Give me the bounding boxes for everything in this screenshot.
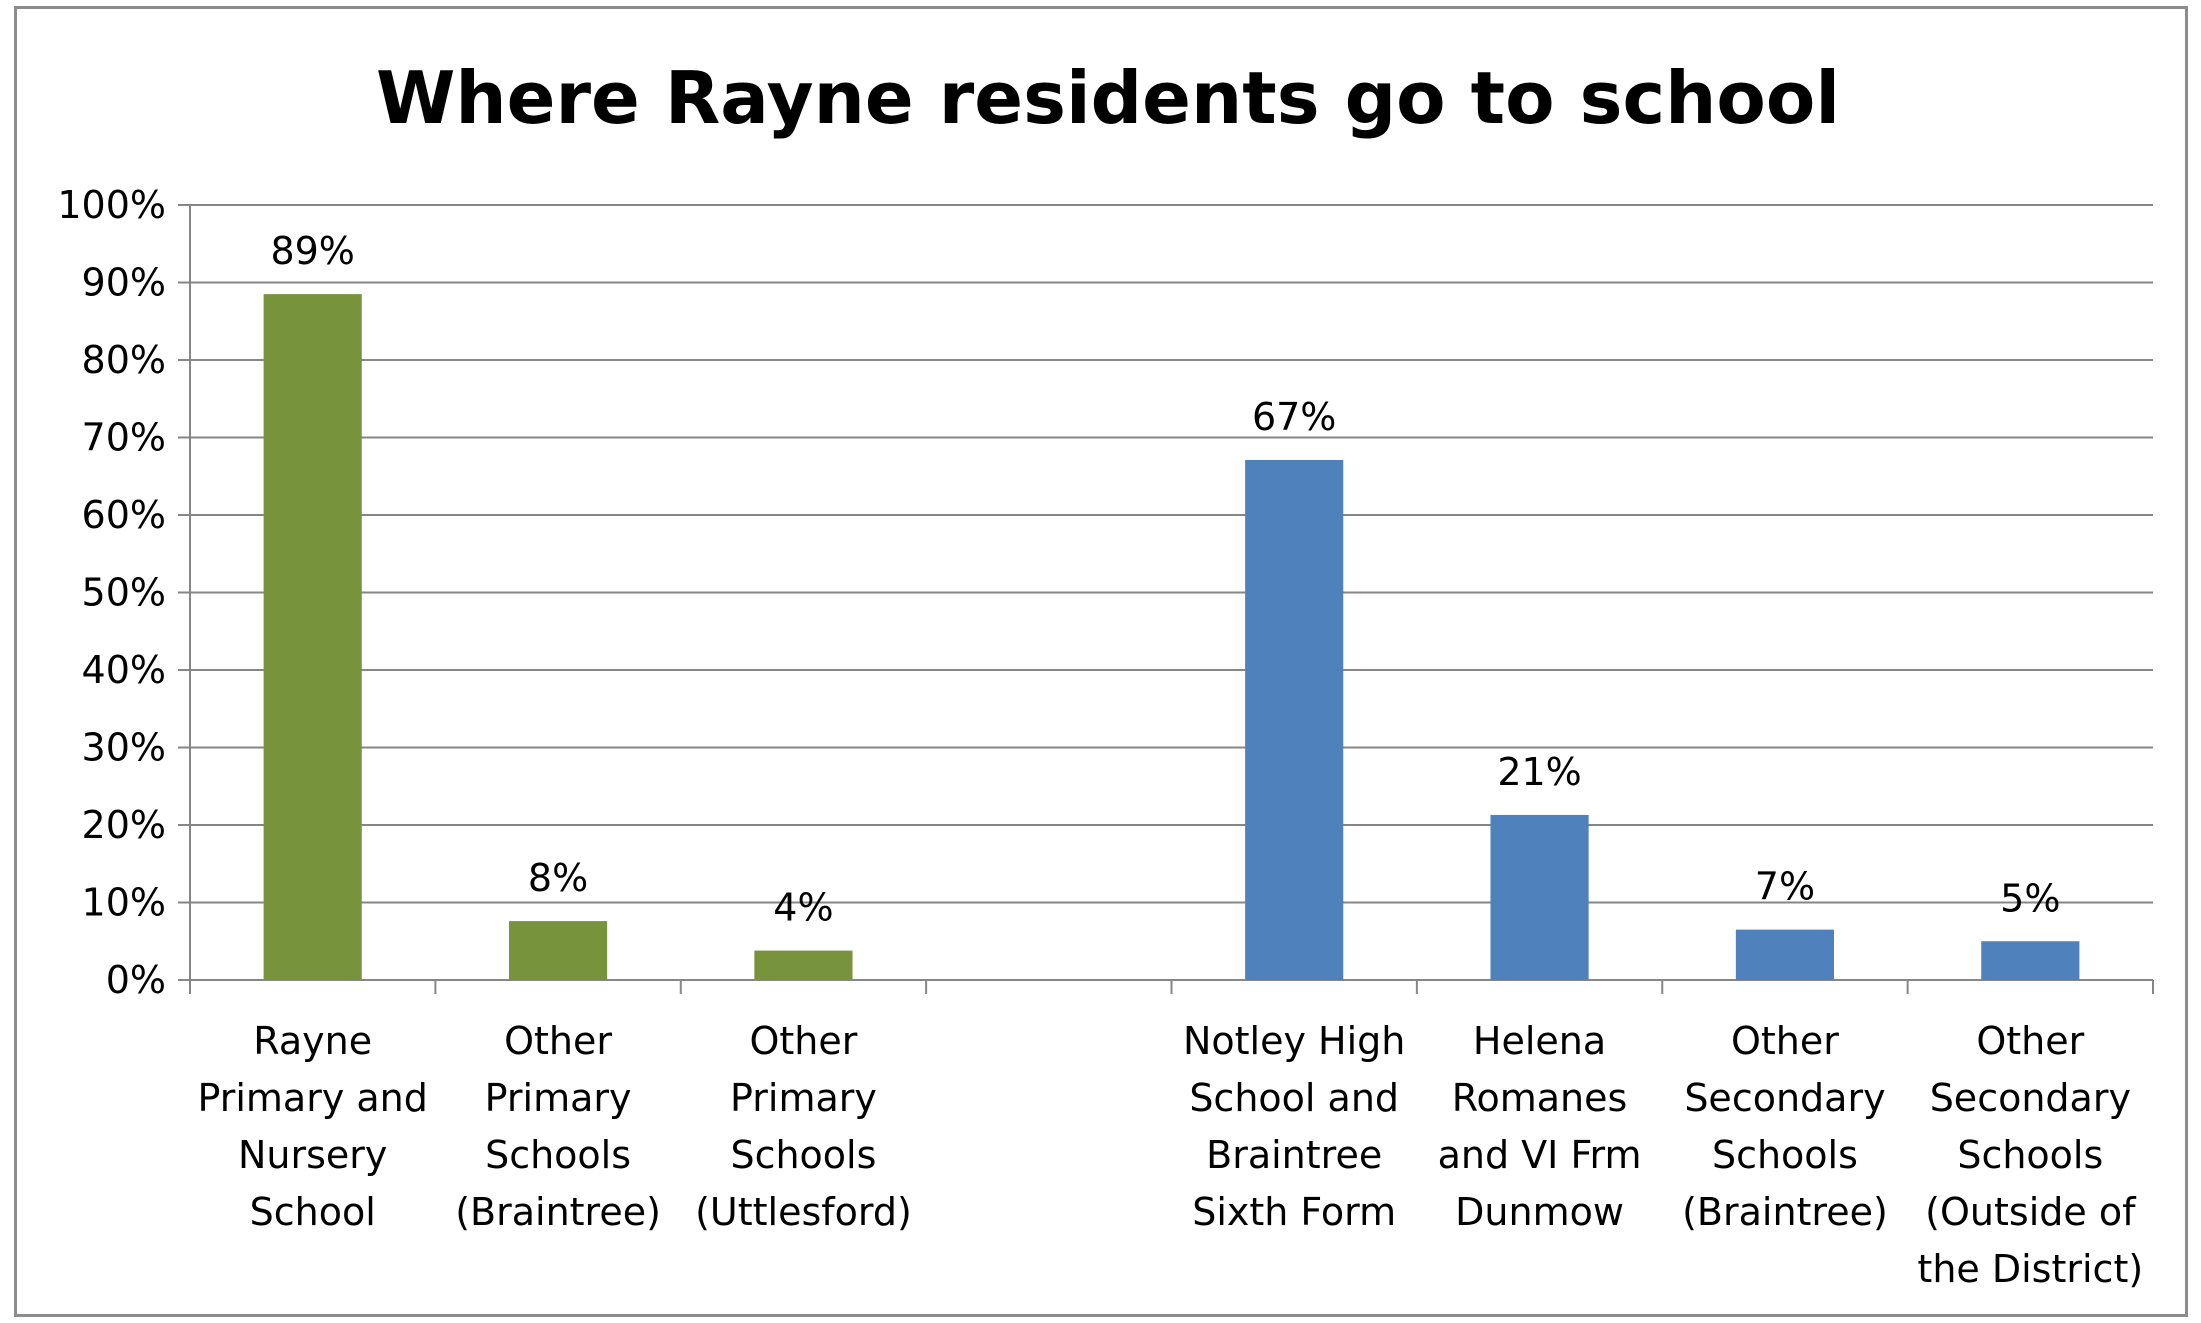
category-label-line: (Outside of xyxy=(1925,1190,2137,1234)
category-label-line: Schools xyxy=(730,1133,876,1177)
category-label-line: Primary and xyxy=(197,1076,427,1120)
bars xyxy=(263,294,2080,981)
data-label: 8% xyxy=(528,856,588,900)
category-label-line: Romanes xyxy=(1452,1076,1628,1120)
y-axis: 0% 10% 20% 30% 40% 50% 60% 70% 80% 90% 100% xyxy=(57,183,190,1002)
gridlines xyxy=(190,204,2153,904)
category-label-line: Primary xyxy=(485,1076,632,1120)
bar xyxy=(1981,941,2080,980)
category-label-line: Secondary xyxy=(1684,1076,1885,1120)
category-label: Other Secondary Schools (Outside of the Dist… xyxy=(1917,1019,2143,1291)
category-label-line: and VI Frm xyxy=(1438,1133,1642,1177)
chart-frame xyxy=(14,6,2188,1317)
category-label-line: Primary xyxy=(730,1076,877,1120)
category-label-line: Other xyxy=(749,1019,857,1063)
bar xyxy=(508,921,608,980)
category-label-line: Nursery xyxy=(238,1133,387,1177)
category-label-line: the District) xyxy=(1917,1247,2143,1291)
x-axis xyxy=(189,205,2154,994)
y-tick-label: 80% xyxy=(82,338,166,382)
category-label-line: School xyxy=(250,1190,376,1234)
category-label: Other Primary Schools (Braintree) xyxy=(455,1019,661,1234)
y-tick-label: 60% xyxy=(82,493,166,537)
category-label-line: Other xyxy=(504,1019,612,1063)
category-label-line: Schools xyxy=(1957,1133,2103,1177)
bar xyxy=(1735,929,1835,980)
y-tick-label: 50% xyxy=(82,571,166,615)
y-tick-label: 90% xyxy=(82,261,166,305)
y-tick-label: 70% xyxy=(82,416,166,460)
category-label-line: Rayne xyxy=(253,1019,372,1063)
data-label: 21% xyxy=(1497,750,1581,794)
category-label-line: Schools xyxy=(485,1133,631,1177)
y-tick-label: 100% xyxy=(57,183,166,227)
category-label: Other Primary Schools (Uttlesford) xyxy=(695,1019,912,1234)
category-label-line: Notley High xyxy=(1183,1019,1405,1063)
category-label-line: Schools xyxy=(1712,1133,1858,1177)
category-label-line: Helena xyxy=(1473,1019,1606,1063)
category-label-line: Dunmow xyxy=(1455,1190,1624,1234)
category-label-line: Sixth Form xyxy=(1192,1190,1396,1234)
y-tick-label: 40% xyxy=(82,648,166,692)
bar xyxy=(263,294,362,980)
category-label-line: Other xyxy=(1731,1019,1839,1063)
category-label-line: (Uttlesford) xyxy=(695,1190,912,1234)
y-tick-label: 30% xyxy=(82,726,166,770)
category-label-line: (Braintree) xyxy=(455,1190,661,1234)
category-label: Helena Romanes and VI Frm Dunmow xyxy=(1438,1019,1642,1234)
bar xyxy=(1490,814,1589,980)
bar xyxy=(754,950,853,980)
category-label-line: Secondary xyxy=(1930,1076,2131,1120)
y-tick-label: 0% xyxy=(106,958,166,1002)
category-label: Rayne Primary and Nursery School xyxy=(197,1019,427,1234)
y-tick-label: 20% xyxy=(82,803,166,847)
data-label: 5% xyxy=(2000,876,2060,920)
category-labels: Rayne Primary and Nursery School Other Primar… xyxy=(197,1019,2143,1291)
data-label: 89% xyxy=(270,229,354,273)
data-label: 4% xyxy=(773,886,833,930)
bar xyxy=(1245,459,1344,981)
category-label-line: Braintree xyxy=(1206,1133,1382,1177)
category-label-line: Other xyxy=(1976,1019,2084,1063)
data-label: 7% xyxy=(1755,865,1815,909)
category-label: Other Secondary Schools (Braintree) xyxy=(1682,1019,1888,1234)
data-labels: 89% 8% 4% 67% 21% 7% 5% xyxy=(270,229,2060,929)
category-label-line: (Braintree) xyxy=(1682,1190,1888,1234)
y-tick-label: 10% xyxy=(82,881,166,925)
chart-title: Where Rayne residents go to school xyxy=(376,56,1840,140)
category-label: Notley High School and Braintree Sixth Form xyxy=(1183,1019,1405,1234)
data-label: 67% xyxy=(1252,395,1336,439)
category-label-line: School and xyxy=(1189,1076,1399,1120)
